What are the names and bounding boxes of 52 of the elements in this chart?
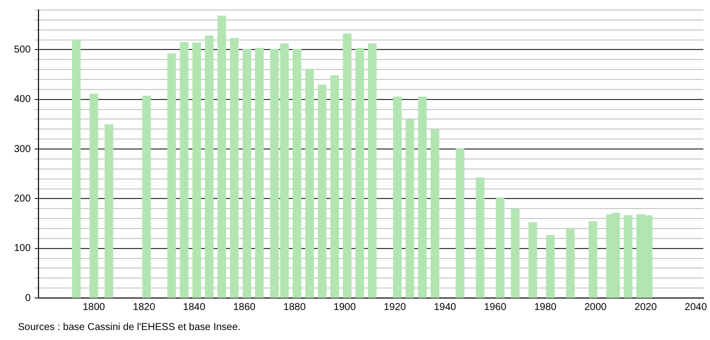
y-tick-label: 300 bbox=[14, 144, 32, 155]
x-tick-label: 2040 bbox=[684, 302, 708, 313]
x-tick-label: 2020 bbox=[634, 302, 658, 313]
bar bbox=[180, 42, 188, 298]
bar bbox=[456, 148, 464, 298]
bar bbox=[142, 96, 151, 298]
bar bbox=[167, 53, 176, 298]
bar bbox=[230, 38, 239, 298]
bar bbox=[255, 48, 264, 298]
x-tick-label: 1860 bbox=[233, 302, 256, 313]
x-tick-label: 1940 bbox=[434, 302, 457, 313]
y-tick-label: 200 bbox=[14, 193, 32, 204]
bar bbox=[292, 48, 302, 298]
bar bbox=[368, 43, 377, 298]
bar bbox=[476, 178, 484, 298]
bar bbox=[588, 221, 598, 298]
bar bbox=[546, 235, 555, 298]
bar bbox=[330, 75, 339, 298]
x-tick-label: 1880 bbox=[283, 302, 306, 313]
x-tick-label: 1800 bbox=[82, 302, 106, 313]
bar bbox=[242, 48, 252, 298]
bar bbox=[566, 228, 575, 298]
bar bbox=[217, 16, 226, 298]
bar bbox=[192, 42, 202, 298]
y-tick-label: 0 bbox=[25, 292, 32, 304]
bar bbox=[624, 215, 632, 298]
bar bbox=[496, 197, 505, 298]
bar bbox=[72, 40, 81, 298]
y-tick-label: 100 bbox=[14, 243, 32, 254]
bar bbox=[393, 96, 402, 298]
bar bbox=[355, 48, 364, 298]
x-tick-label: 1980 bbox=[534, 302, 557, 313]
x-tick-label: 2000 bbox=[584, 302, 608, 313]
source-note: Sources : base Cassini de l'EHESS et base Insee. bbox=[18, 322, 241, 333]
bar bbox=[430, 129, 440, 298]
y-tick-label: 400 bbox=[14, 94, 32, 106]
bar bbox=[90, 94, 98, 298]
bar bbox=[305, 68, 314, 298]
y-tick-label: 500 bbox=[14, 44, 32, 56]
x-tick-label: 1960 bbox=[484, 302, 507, 313]
x-tick-label: 1820 bbox=[132, 302, 156, 313]
bar bbox=[418, 96, 427, 298]
bar bbox=[406, 119, 414, 298]
bar bbox=[104, 124, 114, 298]
bar bbox=[510, 208, 520, 298]
x-tick-label: 1900 bbox=[334, 302, 356, 313]
bar bbox=[318, 84, 326, 298]
x-tick-label: 1920 bbox=[384, 302, 406, 313]
bar bbox=[528, 222, 538, 298]
bar bbox=[204, 35, 214, 298]
x-tick-label: 1840 bbox=[183, 302, 206, 313]
bar bbox=[342, 34, 352, 298]
